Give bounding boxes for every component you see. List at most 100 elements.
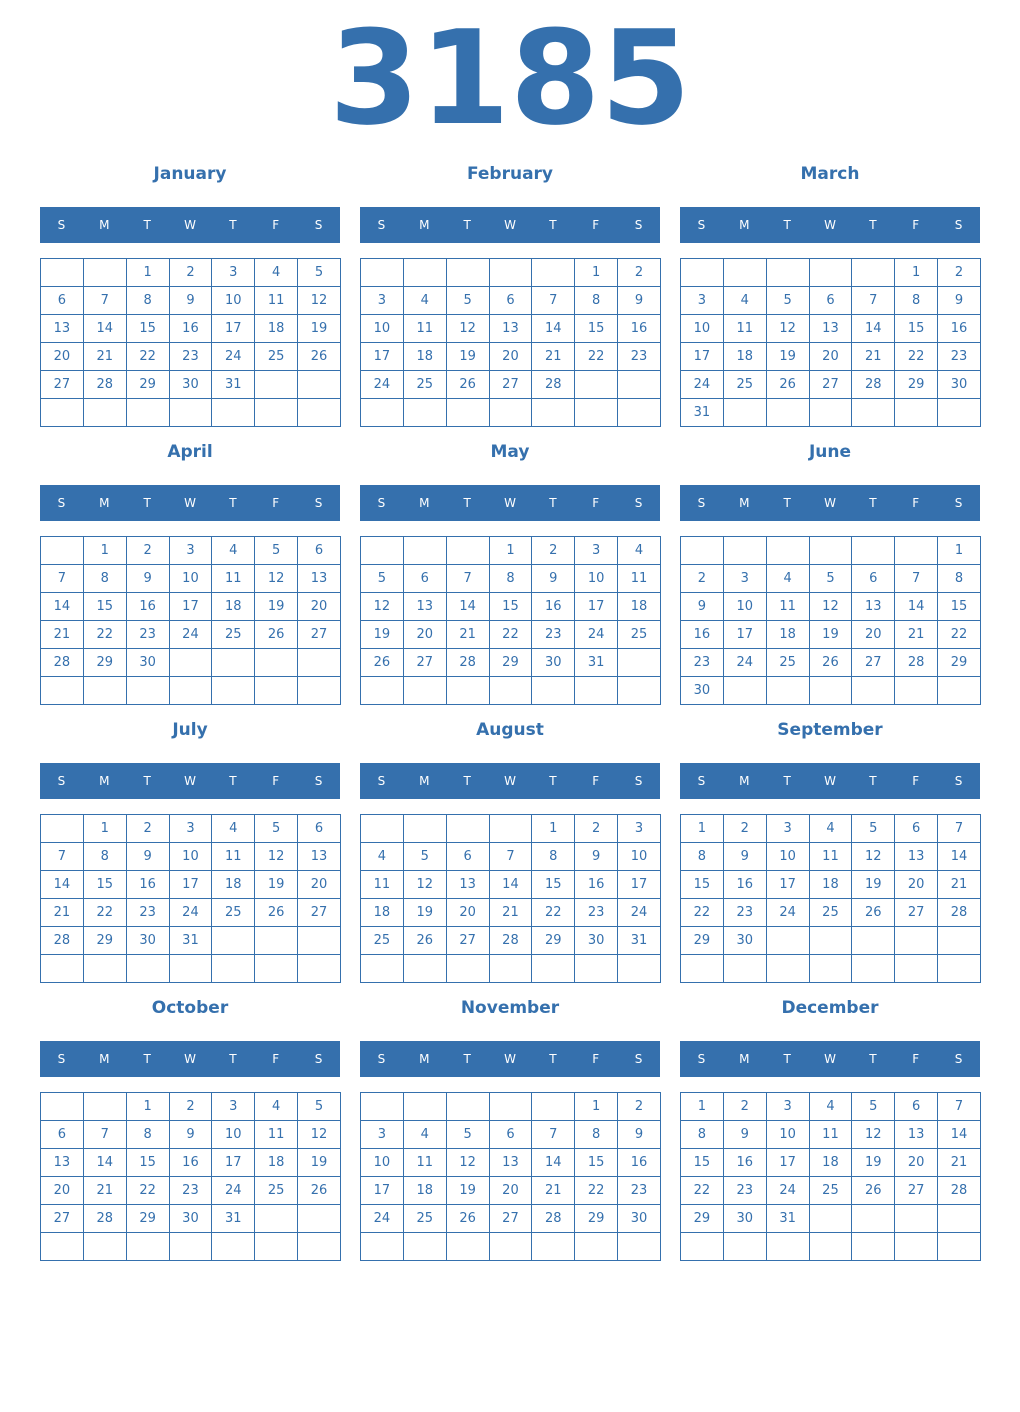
- week-row: 9 10 11 12 13 14 15: [680, 592, 981, 621]
- week-row: 14 15 16 17 18 19 20: [40, 592, 341, 621]
- day-cell: 3: [360, 286, 404, 315]
- day-cell: 11: [402, 1148, 447, 1177]
- day-cell: 22: [680, 898, 724, 927]
- day-cell: 25: [254, 342, 299, 371]
- day-cell: 18: [360, 898, 404, 927]
- day-cell: 21: [937, 870, 981, 899]
- day-cell: 3: [211, 1092, 256, 1121]
- day-cell: 7: [851, 286, 896, 315]
- day-cell: 24: [765, 1176, 810, 1205]
- day-cell: 29: [680, 1204, 724, 1233]
- day-cell: 1: [680, 1092, 724, 1121]
- week-row: 24 25 26 27 28 29 30: [360, 1204, 661, 1233]
- day-cell: 15: [125, 1148, 170, 1177]
- day-cell: 29: [488, 648, 533, 677]
- day-cell: 3: [617, 814, 661, 843]
- day-cell: 18: [808, 1148, 853, 1177]
- day-cell: 7: [82, 286, 127, 315]
- week-row: 12 13 14 15 16 17 18: [360, 592, 661, 621]
- week-row: 11 12 13 14 15 16 17: [360, 870, 661, 899]
- day-cell: 10: [360, 314, 404, 343]
- weekday-label: S: [954, 496, 963, 510]
- empty-cell: [937, 676, 981, 705]
- empty-cell: [808, 398, 853, 427]
- day-cell: 17: [765, 1148, 810, 1177]
- day-cell: 28: [894, 648, 939, 677]
- empty-cell: [531, 1232, 576, 1261]
- day-cell: 16: [617, 314, 661, 343]
- day-cell: 16: [125, 870, 170, 899]
- empty-cell: [40, 676, 84, 705]
- day-cell: 25: [808, 1176, 853, 1205]
- week-row: 20 21 22 23 24 25 26: [40, 1176, 341, 1205]
- day-cell: 30: [168, 1204, 213, 1233]
- empty-cell: [40, 536, 84, 565]
- empty-cell: [211, 398, 256, 427]
- day-cell: 9: [722, 842, 767, 871]
- day-cell: 8: [574, 1120, 619, 1149]
- day-cell: 12: [297, 286, 341, 315]
- weekday-label: W: [184, 1052, 196, 1066]
- empty-cell: [894, 1204, 939, 1233]
- weekday-label: T: [783, 1052, 791, 1066]
- empty-cell: [765, 926, 810, 955]
- weekday-label: F: [912, 774, 920, 788]
- day-cell: 2: [125, 536, 170, 565]
- day-cell: 8: [574, 286, 619, 315]
- week-row: 17 18 19 20 21 22 23: [360, 1176, 661, 1205]
- day-cell: 12: [254, 842, 299, 871]
- empty-cell: [765, 676, 810, 705]
- day-cell: 6: [894, 1092, 939, 1121]
- weekday-label: T: [549, 496, 557, 510]
- empty-cell: [937, 1204, 981, 1233]
- week-row: 7 8 9 10 11 12 13: [40, 564, 341, 593]
- weekday-label: W: [504, 218, 516, 232]
- month-june: June S M T W T F S 1 2 3 4 5 6 7 8 9 10 11 12 13 14 15 16 17 18 19…: [680, 438, 981, 716]
- day-cell: 1: [680, 814, 724, 843]
- day-cell: 5: [765, 286, 810, 315]
- weekday-label: T: [143, 774, 151, 788]
- day-grid: 1 2 3 4 5 6 7 8 9 10 11 12 13 14 15 16 17 18 19 20 21 22 23 24 2…: [680, 814, 981, 983]
- empty-cell: [851, 536, 896, 565]
- day-cell: 16: [168, 1148, 213, 1177]
- month-december: December S M T W T F S 1 2 3 4 5 6 7 8 9 10 11 12 13 14 15 16 17…: [680, 994, 981, 1272]
- day-cell: 10: [168, 564, 213, 593]
- day-cell: 16: [617, 1148, 661, 1177]
- day-cell: 15: [82, 870, 127, 899]
- day-cell: 20: [488, 1176, 533, 1205]
- day-cell: 16: [680, 620, 724, 649]
- day-cell: 21: [82, 342, 127, 371]
- day-cell: 25: [211, 898, 256, 927]
- week-row: 21 22 23 24 25 26 27: [40, 898, 341, 927]
- day-cell: 19: [808, 620, 853, 649]
- empty-cell: [211, 1232, 256, 1261]
- day-cell: 13: [894, 842, 939, 871]
- day-cell: 18: [808, 870, 853, 899]
- day-cell: 13: [40, 1148, 84, 1177]
- day-cell: 23: [722, 898, 767, 927]
- day-cell: 17: [574, 592, 619, 621]
- day-cell: 2: [617, 258, 661, 287]
- day-cell: 6: [808, 286, 853, 315]
- day-cell: 3: [168, 814, 213, 843]
- day-cell: 2: [722, 1092, 767, 1121]
- day-cell: 25: [360, 926, 404, 955]
- empty-cell: [82, 676, 127, 705]
- day-cell: 11: [722, 314, 767, 343]
- day-cell: 22: [82, 898, 127, 927]
- empty-cell: [531, 1092, 576, 1121]
- empty-cell: [851, 926, 896, 955]
- week-row: [360, 676, 661, 705]
- day-cell: 28: [531, 1204, 576, 1233]
- empty-cell: [360, 536, 404, 565]
- day-cell: 6: [40, 286, 84, 315]
- day-grid: 1 2 3 4 5 6 7 8 9 10 11 12 13 14 15 16 17 18 19 20 21 22 23 24 2…: [360, 258, 661, 427]
- empty-cell: [617, 676, 661, 705]
- day-cell: 25: [402, 1204, 447, 1233]
- empty-cell: [680, 954, 724, 983]
- month-february: February S M T W T F S 1 2 3 4 5 6 7 8 9 10 11 12 13 14 15 16 17…: [360, 160, 661, 438]
